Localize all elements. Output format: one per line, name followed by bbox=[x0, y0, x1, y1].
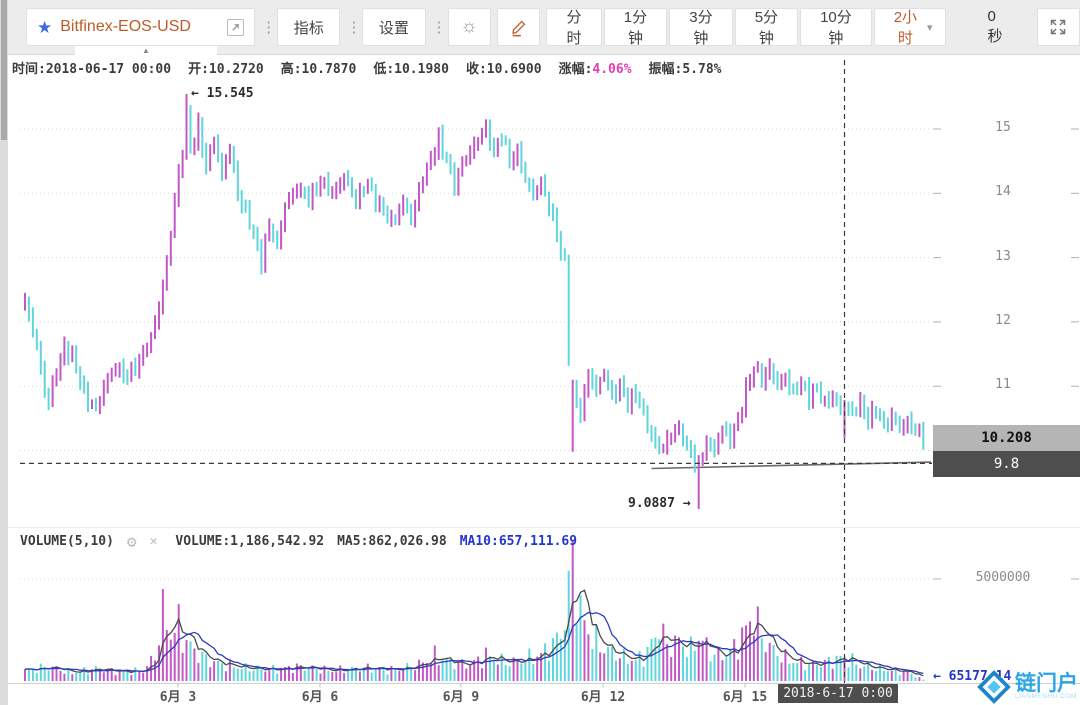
pencil-icon bbox=[511, 20, 526, 37]
chevron-down-icon: ▾ bbox=[927, 21, 933, 34]
highest-price-annotation: ← 15.545 bbox=[191, 86, 254, 101]
page-scrollbar[interactable] bbox=[0, 0, 8, 705]
ohlc-change: 涨幅:4.06% bbox=[558, 62, 632, 77]
volume-indicator-title: VOLUME(5,10) bbox=[20, 534, 114, 549]
date-tick-label: 6月 3 bbox=[159, 690, 197, 705]
price-tick-label: 12 bbox=[995, 312, 1011, 328]
volume-value: VOLUME:1,186,542.92 bbox=[175, 534, 325, 549]
volume-indicator-header: VOLUME(5,10) ⚙ ✕ VOLUME:1,186,542.92 MA5… bbox=[20, 532, 577, 551]
toolbar: ★ Bitfinex-EOS-USD ⋮ 指标 ⋮ 设置 ⋮ ☼ 分时 1分钟 … bbox=[8, 0, 1080, 55]
sun-icon: ☼ bbox=[460, 16, 478, 37]
price-tick-label: 14 bbox=[995, 184, 1011, 200]
ohlc-open: 开:10.2720 bbox=[188, 62, 264, 77]
ohlc-amplitude: 振幅:5.78% bbox=[648, 62, 722, 77]
menu-dots-icon[interactable]: ⋮ bbox=[346, 19, 362, 36]
site-watermark: 链门户 LIANMENHU.COM bbox=[977, 670, 1078, 704]
collapse-toolbar-tab[interactable]: ▲ bbox=[75, 46, 217, 56]
date-tick-label: 6月 9 bbox=[442, 690, 480, 705]
date-tick-label: 6月 15 bbox=[722, 690, 768, 705]
volume-tick-label: 5000000 bbox=[975, 570, 1031, 585]
interval-3min[interactable]: 3分钟 bbox=[669, 8, 733, 47]
lianmenhu-logo-icon bbox=[977, 670, 1011, 704]
favorite-star-icon[interactable]: ★ bbox=[37, 17, 53, 37]
ohlc-time: 时间:2018-06-17 00:00 bbox=[12, 62, 172, 77]
symbol-button[interactable]: ★ Bitfinex-EOS-USD bbox=[26, 8, 256, 46]
ohlc-low: 低:10.1980 bbox=[373, 62, 449, 77]
interval-fenshi[interactable]: 分时 bbox=[546, 8, 602, 47]
gear-icon[interactable]: ⚙ bbox=[126, 532, 137, 551]
volume-ma5-value: MA5:862,026.98 bbox=[337, 534, 447, 549]
crosshair-price-label: 9.8 bbox=[933, 451, 1080, 477]
scrollbar-thumb[interactable] bbox=[1, 0, 7, 140]
close-icon[interactable]: ✕ bbox=[149, 534, 158, 549]
external-link-icon[interactable] bbox=[227, 18, 245, 36]
expand-arrows-icon bbox=[1051, 19, 1066, 35]
crosshair-date-label: 2018-6-17 0:00 bbox=[778, 684, 898, 703]
settings-button[interactable]: 设置 bbox=[362, 8, 426, 46]
draw-button[interactable] bbox=[496, 8, 541, 46]
theme-brightness-button[interactable]: ☼ bbox=[447, 8, 491, 46]
interval-5min[interactable]: 5分钟 bbox=[734, 8, 799, 47]
menu-dots-icon[interactable]: ⋮ bbox=[261, 19, 277, 36]
volume-ma10-value: MA10:657,111.69 bbox=[459, 534, 578, 549]
interval-group: 分时 1分钟 3分钟 5分钟 10分钟 2小时 ▾ bbox=[546, 8, 946, 47]
ohlc-high: 高:10.7870 bbox=[280, 62, 357, 77]
change-value: 4.06% bbox=[592, 62, 632, 77]
watermark-name: 链门户 bbox=[1015, 672, 1078, 696]
price-tick-label: 15 bbox=[995, 120, 1011, 135]
symbol-name: Bitfinex-EOS-USD bbox=[60, 18, 191, 35]
price-tick-label: 13 bbox=[995, 248, 1011, 264]
candle-countdown: 0秒 bbox=[987, 8, 1003, 45]
ohlc-close: 收:10.6900 bbox=[465, 62, 542, 77]
interval-1min[interactable]: 1分钟 bbox=[603, 8, 668, 47]
lowest-price-annotation: 9.0887 → bbox=[628, 496, 691, 511]
price-tick-label: 11 bbox=[995, 377, 1011, 393]
date-tick-label: 6月 12 bbox=[580, 690, 626, 705]
last-price-label: 10.208 bbox=[933, 425, 1080, 451]
fullscreen-button[interactable] bbox=[1036, 8, 1080, 46]
interval-selected[interactable]: 2小时 ▾ bbox=[873, 8, 946, 47]
interval-10min[interactable]: 10分钟 bbox=[800, 8, 872, 47]
menu-dots-icon[interactable]: ⋮ bbox=[431, 19, 447, 36]
watermark-domain: LIANMENHU.COM bbox=[1015, 693, 1077, 701]
ohlc-readout: 时间:2018-06-17 00:00 开:10.2720 高:10.7870 … bbox=[12, 58, 722, 77]
indicators-button[interactable]: 指标 bbox=[277, 8, 341, 46]
date-tick-label: 6月 6 bbox=[301, 690, 339, 705]
